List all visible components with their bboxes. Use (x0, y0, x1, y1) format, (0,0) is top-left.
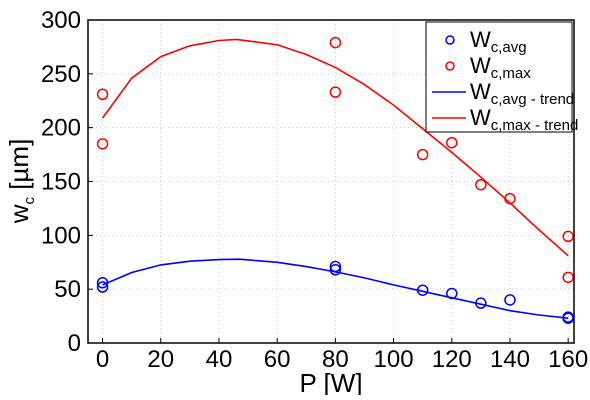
x-tick-label: 60 (264, 346, 291, 373)
data-point (96, 276, 109, 289)
x-tick-label: 100 (374, 346, 414, 373)
y-tick-label: 0 (68, 330, 81, 357)
x-tick-label: 20 (147, 346, 174, 373)
data-point (329, 260, 342, 273)
legend-marker (445, 35, 455, 45)
trend-line (101, 38, 569, 257)
x-tick-label: 160 (548, 346, 588, 373)
x-axis-title: P [W] (299, 368, 362, 395)
y-tick-label: 250 (41, 61, 81, 88)
y-tick-label: 200 (41, 115, 81, 142)
data-point (475, 297, 487, 309)
y-tick-label: 50 (54, 276, 81, 303)
data-point (96, 88, 109, 101)
data-point (96, 281, 109, 293)
legend-label: Wc,max - trend (470, 105, 578, 134)
data-point (504, 294, 516, 306)
data-point (504, 192, 516, 205)
data-point (446, 136, 458, 149)
legend-marker (445, 61, 455, 71)
data-point (329, 86, 342, 98)
data-point (446, 287, 458, 300)
data-point (562, 311, 574, 323)
data-point (416, 284, 429, 296)
legend-label: Wc,max (470, 53, 531, 82)
y-tick-label: 150 (41, 169, 81, 196)
data-point (329, 36, 342, 49)
legend-label: Wc,avg (470, 27, 527, 56)
data-point (329, 264, 342, 276)
y-tick-label: 100 (41, 222, 81, 249)
x-tick-label: 120 (432, 346, 472, 373)
data-point (562, 230, 574, 243)
data-point (475, 178, 487, 191)
legend-box (425, 21, 573, 133)
x-tick-label: 40 (206, 346, 233, 373)
x-tick-label: 0 (96, 346, 109, 373)
y-axis-title: wc [µm] (4, 139, 38, 225)
series-layer (96, 36, 574, 324)
legend-label: Wc,avg - trend (470, 79, 574, 108)
data-point (96, 138, 109, 150)
x-tick-label: 140 (490, 346, 530, 373)
data-point (562, 271, 574, 284)
ticks: 0 20 40 60 80 100 120 140 160 0 50 100 150 200 250 300 (41, 7, 588, 373)
data-point (416, 148, 429, 161)
y-tick-label: 300 (41, 7, 81, 34)
x-tick-label: 80 (322, 346, 349, 373)
